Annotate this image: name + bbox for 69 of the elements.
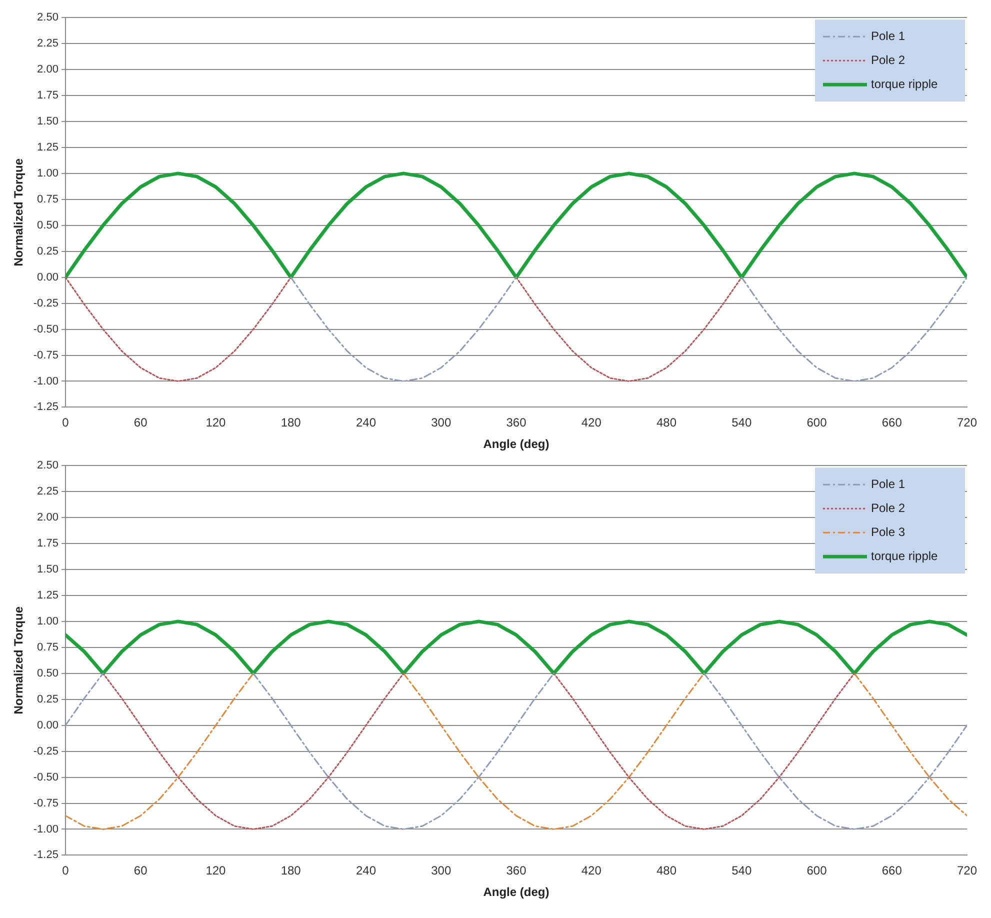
x-tick-label: 540 [732, 416, 752, 430]
y-tick-label: -0.50 [33, 771, 58, 784]
x-tick-label: 240 [356, 416, 376, 430]
y-tick-label: 2.00 [37, 64, 58, 76]
y-tick-label: 0.00 [37, 271, 58, 284]
y-tick-label: 2.00 [37, 512, 58, 524]
y-tick-label: 0.50 [37, 667, 58, 680]
y-tick-label: 0.75 [37, 641, 58, 654]
y-tick-label: -1.00 [33, 823, 58, 836]
y-tick-label: 1.50 [37, 116, 58, 128]
x-tick-label: 300 [431, 864, 452, 878]
legend-label: Pole 1 [871, 28, 906, 43]
x-tick-label: 180 [280, 864, 302, 878]
x-axis-title: Angle (deg) [483, 885, 550, 900]
y-tick-label: 0.50 [37, 219, 58, 232]
x-tick-label: 360 [506, 416, 527, 430]
y-tick-label: -0.75 [33, 349, 58, 362]
x-axis-title: Angle (deg) [483, 437, 550, 452]
x-tick-label: 360 [506, 864, 527, 878]
x-tick-label: 300 [431, 416, 452, 430]
x-tick-label: 420 [581, 864, 602, 878]
y-tick-label: 2.25 [37, 38, 58, 50]
x-tick-label: 180 [280, 416, 302, 430]
x-tick-label: 420 [581, 416, 602, 430]
x-tick-label: 60 [134, 416, 148, 430]
y-tick-label: -1.00 [33, 375, 58, 388]
y-tick-label: 0.75 [37, 193, 58, 206]
legend-label: Pole 3 [871, 524, 906, 539]
y-tick-label: 0.25 [37, 693, 58, 706]
x-tick-label: 0 [62, 416, 70, 430]
legend-label: Pole 1 [871, 476, 906, 491]
x-tick-label: 240 [356, 864, 376, 878]
y-tick-label: 0.25 [37, 245, 58, 258]
y-tick-label: 1.25 [37, 590, 58, 602]
x-tick-label: 600 [806, 864, 828, 878]
y-tick-label: 2.50 [37, 12, 58, 24]
y-tick-label: 2.50 [37, 460, 58, 472]
y-tick-label: 1.00 [37, 615, 58, 628]
x-tick-label: 600 [806, 416, 828, 430]
legend-label: torque ripple [871, 76, 938, 91]
y-tick-label: 1.25 [37, 142, 58, 154]
x-tick-label: 660 [882, 416, 902, 430]
y-tick-label: -0.25 [33, 297, 58, 310]
x-tick-label: 540 [732, 864, 752, 878]
y-tick-label: 1.50 [37, 564, 58, 576]
x-tick-label: 720 [956, 864, 978, 878]
x-tick-label: 480 [656, 416, 677, 430]
x-tick-label: 480 [656, 864, 677, 878]
y-tick-label: 1.00 [37, 167, 58, 180]
y-tick-label: 0.00 [37, 719, 58, 732]
y-tick-label: -1.25 [33, 849, 58, 862]
x-tick-label: 660 [882, 864, 902, 878]
x-tick-label: 60 [134, 864, 148, 878]
legend-label: Pole 2 [871, 52, 906, 67]
x-tick-label: 120 [206, 864, 226, 878]
y-tick-label: -1.25 [33, 401, 58, 414]
y-axis-title: Normalized Torque [12, 158, 26, 266]
x-tick-label: 0 [62, 864, 70, 878]
legend-label: Pole 2 [871, 500, 906, 515]
x-tick-label: 120 [206, 416, 226, 430]
legend-label: torque ripple [871, 548, 938, 563]
y-tick-label: -0.50 [33, 323, 58, 336]
x-tick-label: 720 [956, 416, 978, 430]
y-tick-label: 2.25 [37, 486, 58, 498]
y-tick-label: 1.75 [37, 90, 58, 102]
y-tick-label: 1.75 [37, 538, 58, 550]
y-axis-title: Normalized Torque [12, 606, 26, 714]
y-tick-label: -0.25 [33, 745, 58, 758]
y-tick-label: -0.75 [33, 797, 58, 810]
